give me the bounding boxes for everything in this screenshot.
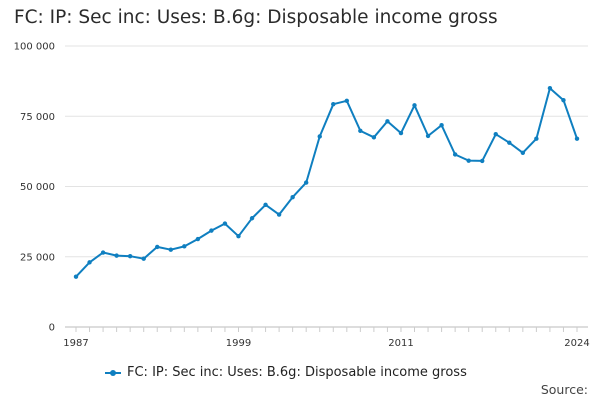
data-point[interactable] [114, 253, 119, 258]
data-point[interactable] [452, 152, 458, 157]
data-point[interactable] [168, 247, 173, 252]
legend-swatch [105, 368, 121, 378]
data-point[interactable] [493, 132, 498, 137]
data-point[interactable] [574, 136, 580, 141]
data-point[interactable] [520, 150, 526, 155]
data-point[interactable] [209, 228, 214, 233]
data-point[interactable] [182, 244, 187, 249]
legend-label: FC: IP: Sec inc: Uses: B.6g: Disposable … [127, 365, 467, 380]
data-point[interactable] [331, 101, 336, 107]
legend[interactable]: FC: IP: Sec inc: Uses: B.6g: Disposable … [105, 365, 467, 380]
data-point[interactable] [466, 158, 471, 163]
chart-title: FC: IP: Sec inc: Uses: B.6g: Disposable … [14, 7, 498, 28]
data-point[interactable] [141, 256, 146, 261]
data-point[interactable] [155, 244, 160, 250]
data-point[interactable] [127, 253, 133, 259]
x-tick-label: 1987 [63, 338, 88, 349]
x-tick-label: 2024 [564, 338, 589, 349]
data-point[interactable] [561, 98, 566, 103]
data-point[interactable] [100, 250, 106, 255]
data-point[interactable] [547, 85, 553, 91]
data-point[interactable] [317, 134, 322, 139]
data-point[interactable] [412, 103, 417, 108]
data-point[interactable] [371, 135, 377, 140]
data-point[interactable] [195, 236, 201, 242]
series-line [75, 87, 578, 278]
data-point[interactable] [507, 140, 512, 145]
data-point[interactable] [263, 202, 268, 207]
y-tick-label: 0 [49, 323, 55, 334]
y-tick-label: 100 000 [14, 42, 55, 53]
data-point[interactable] [358, 128, 363, 134]
data-point[interactable] [439, 123, 444, 128]
data-point[interactable] [425, 133, 431, 139]
data-point[interactable] [73, 274, 79, 279]
data-point[interactable] [385, 119, 390, 124]
data-point[interactable] [303, 180, 309, 185]
data-point[interactable] [236, 234, 241, 239]
y-tick-label: 50 000 [20, 182, 55, 193]
data-point[interactable] [276, 212, 282, 217]
data-point[interactable] [290, 194, 295, 200]
x-axis: 1987 1999 2011 2024 [63, 327, 590, 349]
data-point[interactable] [87, 260, 92, 265]
y-tick-label: 25 000 [20, 252, 55, 263]
data-series [73, 85, 580, 279]
y-tick-label: 75 000 [20, 112, 55, 123]
data-point[interactable] [480, 158, 485, 164]
data-point[interactable] [534, 136, 539, 141]
source-label: Source: [540, 382, 588, 397]
y-axis: 0 25 000 50 000 75 000 100 000 [14, 42, 55, 334]
x-tick-label: 1999 [226, 338, 251, 349]
data-point[interactable] [344, 98, 350, 103]
data-point[interactable] [398, 130, 404, 136]
x-tick-label: 2011 [388, 338, 413, 349]
gridlines [65, 45, 588, 328]
data-point[interactable] [222, 221, 228, 226]
data-point[interactable] [249, 216, 255, 221]
